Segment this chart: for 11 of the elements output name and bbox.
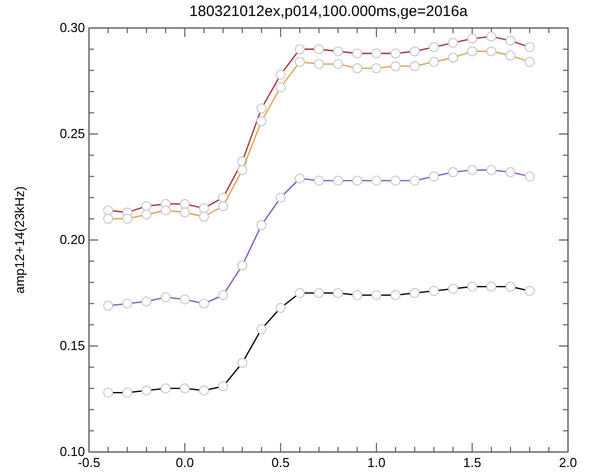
x-tick-label: 1.0 bbox=[367, 455, 386, 470]
y-tick-label: 0.30 bbox=[60, 20, 85, 35]
x-tick-label: 1.5 bbox=[463, 455, 482, 470]
y-axis-title: amp12+14(23kHz) bbox=[12, 186, 27, 294]
y-tick-label: 0.15 bbox=[60, 338, 85, 353]
chart-title: 180321012ex,p014,100.000ms,ge=2016a bbox=[189, 3, 468, 20]
y-tick-label: 0.25 bbox=[60, 126, 85, 141]
x-tick-label: 0.0 bbox=[176, 455, 194, 470]
y-tick-label: 0.20 bbox=[60, 232, 85, 247]
x-tick-label: 2.0 bbox=[558, 455, 578, 470]
x-tick-label: 0.5 bbox=[272, 455, 290, 470]
